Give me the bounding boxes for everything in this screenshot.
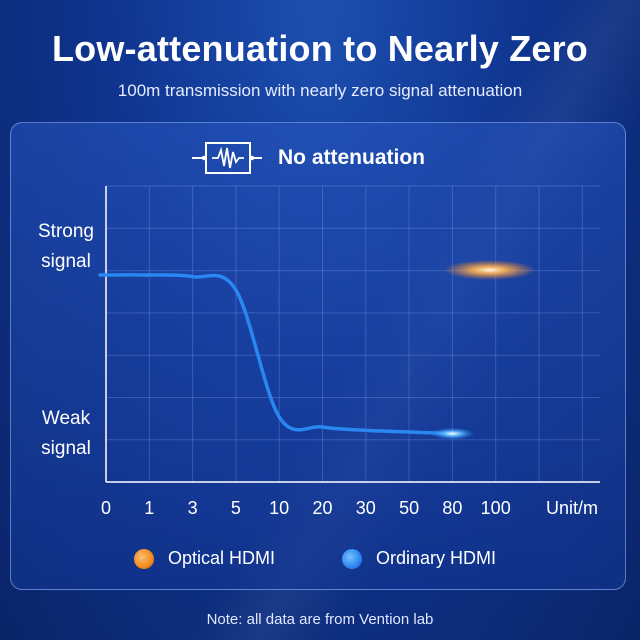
x-tick-label: 100 (481, 498, 511, 518)
y-label-weak: Weak signal (26, 404, 106, 464)
signal-waveform-icon (192, 142, 262, 174)
x-tick-label: 0 (101, 498, 111, 518)
page-title: Low-attenuation to Nearly Zero (51, 28, 589, 69)
y-label-strong: Strong signal (26, 217, 106, 277)
x-tick-label: 10 (269, 498, 289, 518)
legend-label-ordinary: Ordinary HDMI (376, 548, 497, 568)
series-glow-optical (443, 260, 536, 280)
x-tick-label: 20 (312, 498, 332, 518)
y-label-strong-line1: Strong (38, 221, 94, 242)
legend-dot-optical (134, 548, 154, 569)
series-glow-ordinary (430, 427, 475, 440)
chart-panel (10, 122, 626, 590)
no-attenuation-badge: No attenuation (192, 140, 425, 176)
x-tick-label: 3 (188, 498, 198, 518)
footer-note: Note: all data are from Vention lab (206, 611, 434, 628)
legend-label-optical: Optical HDMI (168, 548, 276, 568)
legend-dot-ordinary (342, 548, 362, 569)
page-subtitle: 100m transmission with nearly zero signa… (117, 81, 523, 100)
legend-item-ordinary: Ordinary HDMI (342, 548, 496, 569)
badge-label: No attenuation (278, 146, 425, 169)
x-tick-label: 1 (144, 498, 154, 518)
y-label-weak-line2: signal (41, 438, 91, 459)
x-tick-label: 5 (231, 498, 241, 518)
x-tick-label: 50 (399, 498, 419, 518)
legend-item-optical: Optical HDMI (134, 548, 275, 569)
x-unit-label: Unit/m (546, 498, 598, 518)
series-line-ordinary (98, 273, 455, 436)
x-tick-label: 30 (356, 498, 376, 518)
y-label-weak-line1: Weak (41, 408, 91, 429)
y-label-strong-line2: signal (41, 251, 91, 272)
x-tick-label: 80 (442, 498, 462, 518)
